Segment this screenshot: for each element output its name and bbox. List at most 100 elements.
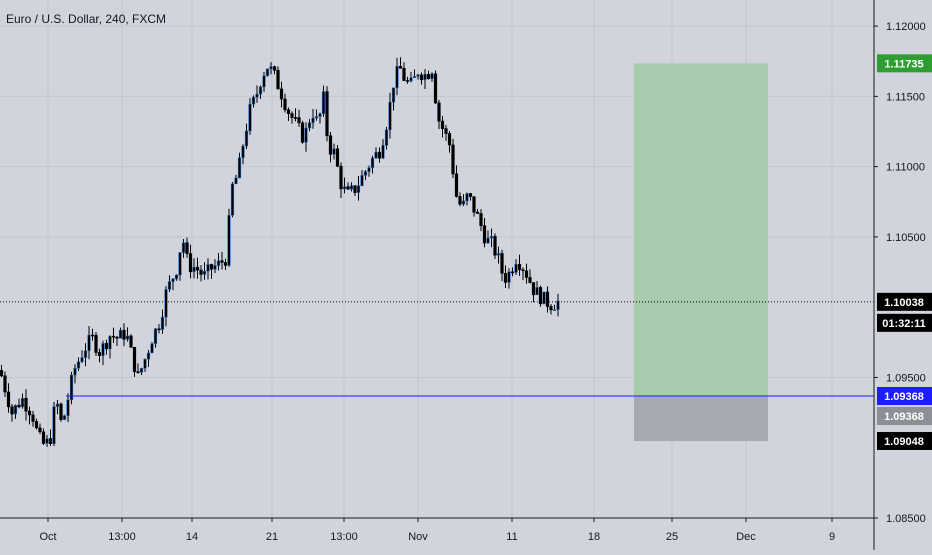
candle-body [500,253,504,274]
candle-body [496,253,501,256]
candle-body [377,151,382,159]
candle-body [314,116,319,119]
candle-body [486,237,490,244]
price-axis[interactable]: 1.12000 1.11500 1.11000 1.10500 1.09500 1.085… [874,21,926,525]
candle-body [510,271,515,274]
candle-body [216,260,221,266]
candle-body [202,270,207,275]
candle-body [349,185,354,190]
candle-body [178,252,182,276]
candle-body [20,398,25,408]
candle-body [489,236,494,239]
candle-body [237,157,242,179]
chart-title: Euro / U.S. Dollar, 240, FXCM [6,12,166,26]
candle-body [83,350,88,358]
time-tick-label: 13:00 [330,531,358,543]
candle-body [465,193,469,202]
candle-body [311,117,315,123]
candle-body [104,343,109,350]
time-tick-label: 13:00 [108,531,136,543]
candle-body [111,335,116,338]
target-zone[interactable] [634,63,768,397]
stop-zone[interactable] [634,396,768,441]
candle-body [307,122,312,129]
candle-body [405,80,410,82]
candle-body [101,343,105,356]
candle-body [136,371,140,373]
candle-body [62,415,67,420]
candle-body [10,406,14,415]
candle-body [181,242,186,253]
candle-body [475,211,480,214]
candle-body [440,120,445,129]
price-tick-label: 1.11500 [886,91,925,103]
candle-body [220,260,224,263]
candle-body [206,264,210,272]
candle-body [227,214,231,266]
stop-price-label-text: 1.09048 [884,436,924,448]
price-tick-label: 1.12000 [886,21,926,33]
candle-body [370,157,375,169]
candle-body [153,328,158,345]
candle-body [167,281,172,290]
entry-price-label-secondary-bg [877,407,932,426]
candle-body [437,102,441,122]
candle-body [174,274,179,280]
candle-body [454,173,459,197]
candle-body [27,410,32,416]
target-price-label-bg [877,54,932,73]
candle-body [468,193,473,197]
current-price-label-text: 1.10038 [884,297,924,309]
candle-body [255,93,259,98]
candle-body [419,74,424,81]
candle-body [132,346,137,372]
entry-price-label-secondary-text: 1.09368 [884,411,924,423]
candle-body [94,334,98,353]
candle-body [426,73,431,79]
time-tick-label: Dec [736,531,756,543]
candle-body [87,334,91,352]
candle-body [48,438,53,444]
candle-body [395,65,399,89]
candle-body [332,148,336,155]
target-price-label-text: 1.11735 [884,58,923,70]
candle-body [118,329,123,339]
candle-body [391,87,396,103]
candle-body [192,266,196,273]
candle-body [444,128,448,134]
stop-price-label: 1.09048 [877,431,932,450]
candle-body [209,264,214,270]
candle-body [265,68,270,77]
candle-body [31,414,35,422]
candle-body [556,300,560,310]
candle-body [269,66,273,70]
current-price-label: 1.10038 [877,292,932,311]
candle-body [451,144,455,175]
candle-body [503,273,508,283]
candle-body [342,186,347,190]
candle-body [157,328,161,331]
candle-body [325,91,329,137]
position-zones[interactable] [634,63,768,441]
candle-body [290,113,294,118]
candle-body [34,421,39,429]
candle-body [381,145,385,159]
time-axis[interactable]: Oct 13:00 14 21 13:00 Nov 11 18 25 Dec 9 [39,518,835,543]
candle-body [17,404,21,408]
candle-body [293,117,298,119]
price-tick-label: 1.10500 [886,232,926,244]
candle-body [122,329,126,340]
candle-body [321,91,326,115]
candle-body [346,186,350,190]
candle-body [3,375,7,393]
time-tick-label: 18 [588,531,600,543]
candle-body [66,399,70,416]
candle-body [248,103,252,132]
bar-countdown-label-bg [877,313,932,332]
candle-body [542,291,546,305]
candle-body [41,431,46,444]
candle-body [318,113,322,117]
candle-body [416,74,420,77]
